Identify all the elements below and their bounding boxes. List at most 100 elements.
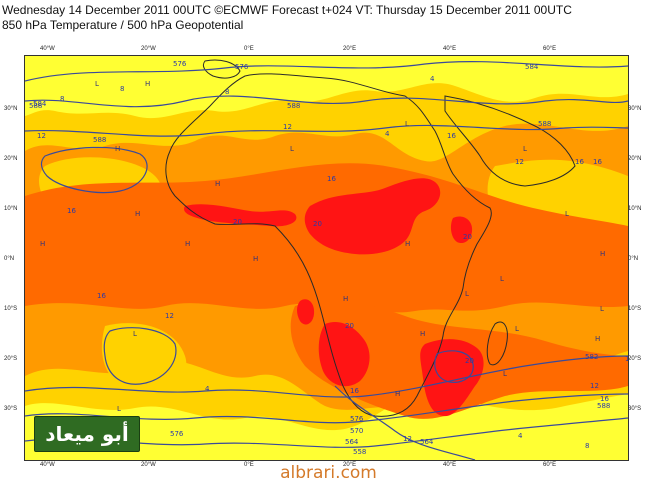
contour-label: 588 <box>538 120 551 128</box>
contour-line <box>25 95 628 108</box>
temperature-label: 20 <box>465 357 474 365</box>
temperature-patch-very-hot-east-africa <box>450 216 473 244</box>
lon-label-top: 0°E <box>244 46 254 52</box>
lat-label-right: 30°S <box>628 406 642 412</box>
temperature-patch-cool-south-atlantic <box>101 323 187 392</box>
temperature-label: 4 <box>518 432 523 440</box>
pressure-mark: L <box>405 120 409 128</box>
temperature-label: 8 <box>225 88 229 96</box>
contour-label: 584 <box>525 63 539 71</box>
pressure-mark: H <box>405 240 410 248</box>
lat-label-right: 10°S <box>628 306 642 312</box>
pressure-mark: H <box>215 180 220 188</box>
lat-label-left: 0°N <box>4 256 15 262</box>
contour-label: 576 <box>235 63 249 71</box>
watermark-logo: أبو ميعاد <box>34 416 140 452</box>
lon-label-top: 60°E <box>543 46 557 52</box>
lat-label-right: 0°N <box>628 256 639 262</box>
lon-label-top: 40°E <box>443 46 457 52</box>
pressure-mark: L <box>500 275 504 283</box>
lat-label-right: 20°S <box>628 356 642 362</box>
coastline-africa <box>165 73 492 417</box>
contour-label: 564 <box>345 438 359 446</box>
contour-label: 588 <box>93 136 106 144</box>
temperature-label: 4 <box>430 75 435 83</box>
pressure-mark: L <box>117 405 121 413</box>
temperature-label: 18 <box>625 355 628 363</box>
temperature-label: 20 <box>233 218 242 226</box>
contour-label: 584 <box>33 100 47 108</box>
contour-label: 588 <box>597 402 610 410</box>
temperature-labels: 8 4 12 16 16 16 16 20 20 20 20 16 12 16 … <box>37 75 628 450</box>
temperature-label: 16 <box>327 175 336 183</box>
contour-label: 576 <box>350 415 364 423</box>
lat-label-left: 10°S <box>4 306 18 312</box>
temperature-label: 8 <box>120 85 124 93</box>
temperature-patch-very-hot-west-africa <box>184 204 297 227</box>
temperature-label: 12 <box>515 158 524 166</box>
temperature-patch-very-hot-southern-africa <box>318 321 370 387</box>
contour-line <box>334 385 476 460</box>
contour-label: 576 <box>173 60 187 68</box>
contour-labels: 576 576 584 584 588 588 588 588 582 576 … <box>29 60 610 456</box>
temperature-patch-very-hot-central-africa <box>304 178 441 255</box>
pressure-mark: H <box>135 210 140 218</box>
site-footer-text[interactable]: albrari.com <box>280 463 377 483</box>
temperature-label: 4 <box>205 385 210 393</box>
lat-label-right: 20°N <box>628 156 642 162</box>
pressure-mark: H <box>420 330 425 338</box>
lat-label-left: 20°S <box>4 356 18 362</box>
pressure-mark: H <box>185 240 190 248</box>
forecast-title: Wednesday 14 December 2011 00UTC ©ECMWF … <box>2 3 572 17</box>
contour-line <box>25 417 628 448</box>
temperature-label: 12 <box>403 435 412 443</box>
temperature-label: 12 <box>165 312 174 320</box>
lon-label-top: 20°E <box>343 46 357 52</box>
contour-line <box>25 355 628 398</box>
contour-line <box>25 124 628 137</box>
temperature-label: 4 <box>385 130 390 138</box>
lat-label-right: 10°N <box>628 206 642 212</box>
pressure-mark: L <box>523 145 527 153</box>
temperature-label: 16 <box>600 395 609 403</box>
field-subtitle: 850 hPa Temperature / 500 hPa Geopotenti… <box>2 18 244 32</box>
contour-label: 564 <box>420 438 434 446</box>
pressure-mark: H <box>595 335 600 343</box>
temperature-label: 20 <box>313 220 322 228</box>
lon-label-bottom: 60°E <box>543 462 557 468</box>
pressure-marks: H H H H H H L L L L L L H H L H L H L L … <box>40 80 605 413</box>
contour-label: 570 <box>350 427 363 435</box>
pressure-mark: L <box>95 80 99 88</box>
lon-label-bottom: 40°W <box>40 462 55 468</box>
lat-label-right: 30°N <box>628 106 642 112</box>
pressure-mark: L <box>465 290 469 298</box>
temperature-label: 12 <box>37 132 46 140</box>
pressure-mark: L <box>565 210 569 218</box>
forecast-map-canvas: 576 576 584 584 588 588 588 588 582 576 … <box>25 56 628 460</box>
lat-label-left: 20°N <box>4 156 18 162</box>
contour-label: 582 <box>585 353 598 361</box>
contour-line <box>103 327 177 385</box>
contour-label: 558 <box>353 448 366 456</box>
temperature-label: 16 <box>67 207 76 215</box>
temperature-patch-very-hot-namibia <box>297 299 315 325</box>
contour-label: 588 <box>29 102 42 110</box>
pressure-mark: H <box>343 295 348 303</box>
temperature-label: 16 <box>593 158 602 166</box>
pressure-mark: H <box>145 80 150 88</box>
pressure-mark: L <box>503 370 507 378</box>
lat-label-left: 10°N <box>4 206 18 212</box>
temperature-label: 20 <box>345 322 354 330</box>
pressure-mark: H <box>395 390 400 398</box>
pressure-mark: H <box>115 145 120 153</box>
temperature-label: 16 <box>575 158 584 166</box>
lat-label-left: 30°N <box>4 106 18 112</box>
temperature-label: 16 <box>447 132 456 140</box>
lat-label-left: 30°S <box>4 406 18 412</box>
lon-label-bottom: 20°W <box>141 462 156 468</box>
contour-line <box>40 146 148 194</box>
pressure-mark: L <box>515 325 519 333</box>
temperature-label: 16 <box>97 292 106 300</box>
lon-label-bottom: 40°E <box>443 462 457 468</box>
contour-line <box>25 61 628 82</box>
